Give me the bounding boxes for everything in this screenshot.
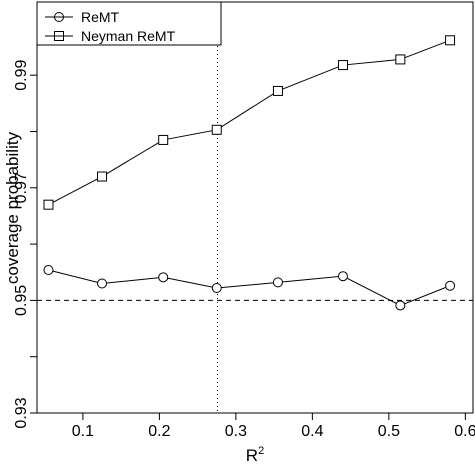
legend-label-neyman: Neyman ReMT xyxy=(81,28,176,44)
legend-marker-circle xyxy=(54,12,64,22)
x-tick-label-5: 0.6 xyxy=(454,423,475,440)
series-line-neyman-remt xyxy=(48,39,451,206)
x-tick-label-1: 0.2 xyxy=(148,423,170,440)
point-neyman-remt-1 xyxy=(97,171,108,182)
legend-label-remt: ReMT xyxy=(81,9,120,25)
point-neyman-remt-5 xyxy=(337,60,348,71)
x-axis: 0.1 0.2 0.3 0.4 0.5 0.6 xyxy=(72,413,475,440)
point-neyman-remt-4 xyxy=(272,85,283,96)
point-remt-0 xyxy=(43,264,54,275)
y-tick-label-2: 0.97 xyxy=(13,172,30,203)
point-remt-1 xyxy=(97,278,108,289)
legend-box xyxy=(36,1,222,46)
y-axis-label: coverage probability xyxy=(3,131,22,284)
series-line-remt xyxy=(48,269,451,307)
point-neyman-remt-6 xyxy=(395,54,406,65)
point-neyman-remt-0 xyxy=(43,199,54,210)
point-remt-4 xyxy=(272,277,283,288)
point-remt-2 xyxy=(158,272,169,283)
y-tick-label-3: 0.99 xyxy=(13,60,30,91)
x-tick-label-2: 0.3 xyxy=(225,423,247,440)
x-tick-label-4: 0.5 xyxy=(378,423,400,440)
y-axis: 0.93 0.95 0.97 0.99 xyxy=(13,60,37,429)
point-neyman-remt-7 xyxy=(445,35,456,46)
x-tick-label-0: 0.1 xyxy=(72,423,94,440)
point-neyman-remt-3 xyxy=(211,124,222,135)
x-tick-label-3: 0.4 xyxy=(301,423,323,440)
x-axis-label: R2 xyxy=(246,445,264,465)
point-remt-7 xyxy=(445,280,456,291)
point-neyman-remt-2 xyxy=(158,134,169,145)
plot-frame xyxy=(36,1,474,414)
legend-marker-square xyxy=(54,31,64,41)
point-remt-5 xyxy=(337,271,348,282)
point-remt-3 xyxy=(211,283,222,294)
y-tick-label-1: 0.95 xyxy=(13,285,30,316)
x-axis-label-base: R xyxy=(246,446,258,465)
reference-lines xyxy=(37,2,473,413)
x-axis-label-superscript: 2 xyxy=(258,445,264,457)
y-tick-label-0: 0.93 xyxy=(13,397,30,428)
legend: ReMT Neyman ReMT xyxy=(36,1,222,46)
point-remt-6 xyxy=(395,300,406,311)
series-layer xyxy=(43,35,456,311)
